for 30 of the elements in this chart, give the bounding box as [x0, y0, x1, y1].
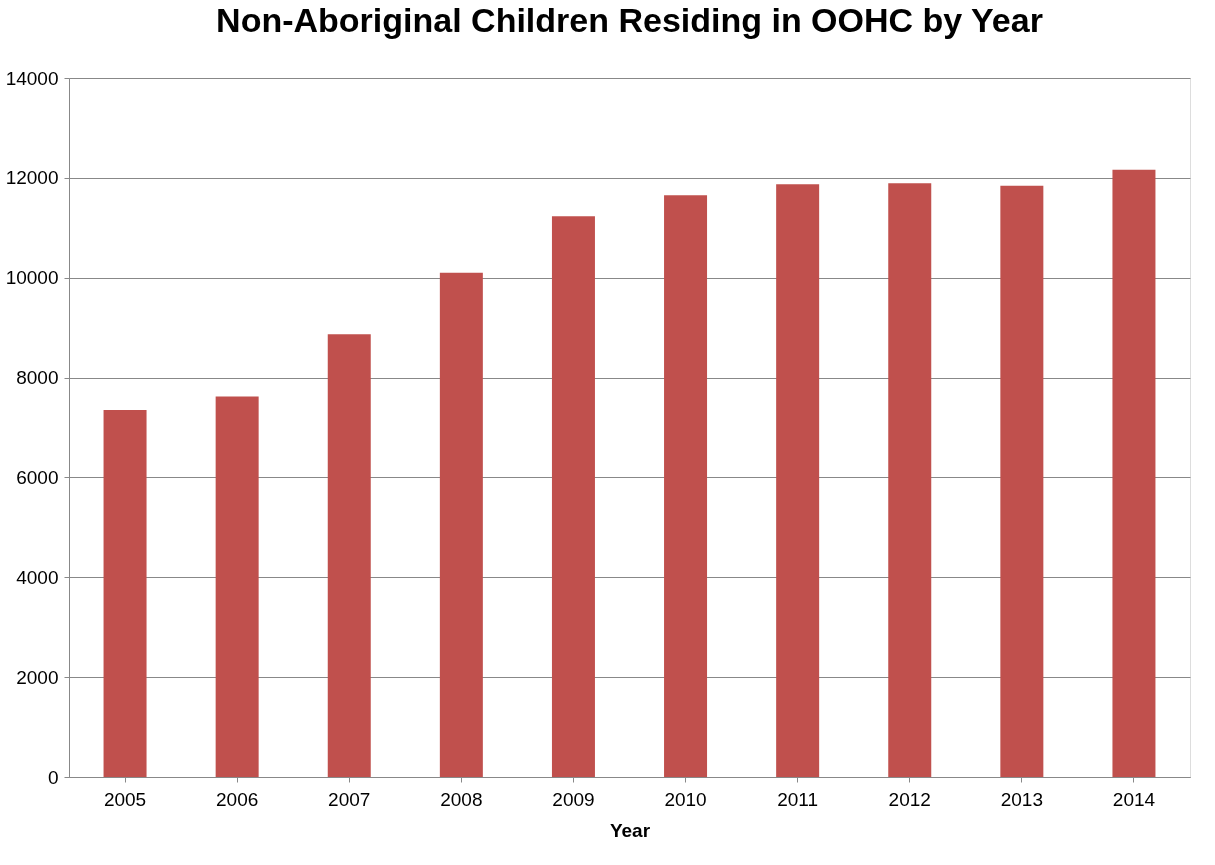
bar — [1000, 185, 1044, 777]
y-tick-label: 2000 — [16, 666, 59, 688]
bar — [888, 183, 932, 777]
y-tick-label: 0 — [47, 766, 59, 788]
bar — [103, 410, 147, 777]
x-tick-label: 2013 — [1000, 788, 1043, 810]
x-tick-label: 2007 — [328, 788, 371, 810]
x-tick-label: 2012 — [888, 788, 931, 810]
bar — [551, 216, 595, 777]
bar — [327, 334, 371, 777]
y-tick-label: 4000 — [16, 566, 59, 588]
y-tick-label: 6000 — [16, 466, 59, 488]
x-tick-label: 2010 — [664, 788, 707, 810]
bar — [215, 396, 259, 777]
y-tick-label: 10000 — [5, 267, 59, 289]
x-tick-label: 2005 — [103, 788, 147, 810]
chart-title: Non-Aboriginal Children Residing in OOHC by Year — [216, 1, 1043, 39]
bar — [1112, 169, 1156, 777]
x-tick-label: 2009 — [552, 788, 595, 810]
x-tick-label: 2006 — [216, 788, 259, 810]
x-tick-label: 2011 — [777, 788, 819, 810]
y-tick-label: 14000 — [5, 67, 59, 89]
bar — [664, 195, 708, 777]
x-tick-label: 2014 — [1112, 788, 1156, 810]
x-axis-title: Year — [609, 819, 651, 841]
x-tick-label: 2008 — [440, 788, 483, 810]
y-tick-label: 12000 — [5, 167, 59, 189]
y-tick-label: 8000 — [16, 367, 59, 389]
bar — [439, 272, 483, 777]
bar — [776, 184, 820, 777]
